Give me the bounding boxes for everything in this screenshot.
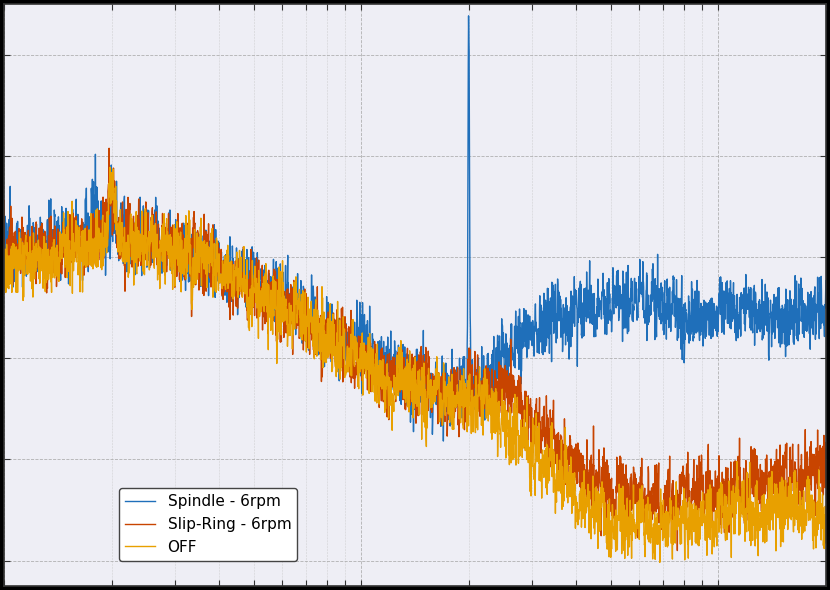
OFF — [142, 262, 152, 269]
Legend: Spindle - 6rpm, Slip-Ring - 6rpm, OFF: Spindle - 6rpm, Slip-Ring - 6rpm, OFF — [119, 489, 297, 560]
Slip-Ring - 6rpm — [93, 230, 103, 237]
OFF — [0, 287, 9, 294]
Spindle - 6rpm — [821, 277, 830, 284]
Spindle - 6rpm — [464, 12, 474, 19]
Spindle - 6rpm — [805, 346, 815, 353]
Slip-Ring - 6rpm — [142, 242, 152, 249]
OFF — [655, 559, 665, 566]
OFF — [105, 164, 115, 171]
Spindle - 6rpm — [315, 347, 325, 354]
Slip-Ring - 6rpm — [0, 197, 9, 204]
OFF — [717, 486, 727, 493]
Slip-Ring - 6rpm — [315, 345, 325, 352]
OFF — [315, 339, 325, 346]
OFF — [93, 250, 103, 257]
Spindle - 6rpm — [350, 351, 360, 358]
Slip-Ring - 6rpm — [805, 481, 815, 488]
OFF — [821, 539, 830, 546]
Slip-Ring - 6rpm — [821, 481, 830, 488]
Line: OFF: OFF — [4, 168, 826, 562]
Spindle - 6rpm — [438, 438, 448, 445]
Spindle - 6rpm — [142, 242, 152, 249]
Slip-Ring - 6rpm — [350, 362, 360, 369]
Spindle - 6rpm — [717, 329, 727, 336]
Slip-Ring - 6rpm — [717, 508, 727, 515]
Line: Spindle - 6rpm: Spindle - 6rpm — [4, 16, 826, 441]
Slip-Ring - 6rpm — [104, 145, 114, 152]
Line: Slip-Ring - 6rpm: Slip-Ring - 6rpm — [4, 148, 826, 550]
Spindle - 6rpm — [93, 226, 103, 233]
OFF — [805, 516, 815, 523]
OFF — [350, 356, 360, 363]
Spindle - 6rpm — [0, 245, 9, 252]
Slip-Ring - 6rpm — [672, 547, 682, 554]
